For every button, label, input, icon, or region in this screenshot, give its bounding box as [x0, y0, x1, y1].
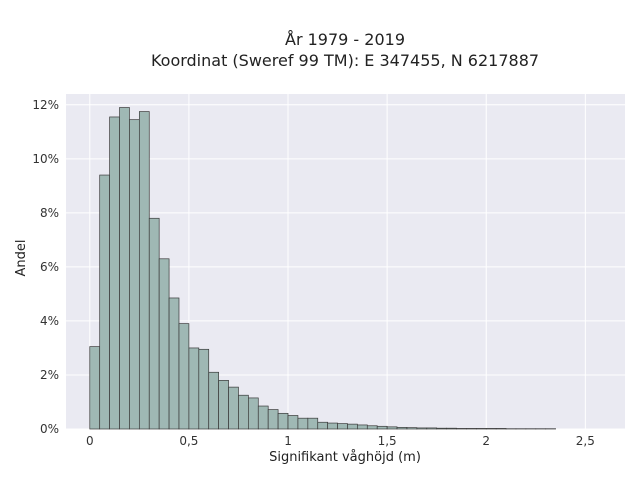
y-tick-label: 4%	[40, 314, 59, 328]
histogram-bar	[238, 394, 249, 430]
histogram-bar	[366, 425, 378, 430]
histogram-bar	[357, 424, 368, 430]
histogram-bar	[188, 347, 200, 430]
histogram-bar	[436, 427, 447, 430]
histogram-bar	[426, 427, 438, 430]
y-tick-label: 10%	[32, 152, 59, 166]
histogram-bar	[158, 258, 170, 430]
x-tick-label: 1,5	[378, 434, 397, 448]
x-tick-label: 0	[86, 434, 94, 448]
histogram-bars	[89, 107, 556, 430]
histogram-bar	[386, 426, 398, 430]
x-tick-label: 2	[482, 434, 490, 448]
y-axis-ticks: 0% 2% 4% 6% 8% 10% 12%	[32, 98, 59, 436]
histogram-bar	[466, 428, 477, 430]
histogram-bar	[297, 417, 309, 430]
chart-subtitle: Koordinat (Sweref 99 TM): E 347455, N 62…	[151, 51, 539, 70]
histogram-bar	[129, 119, 140, 430]
histogram-bar	[347, 423, 358, 430]
histogram-bar	[307, 417, 319, 430]
histogram-bar	[198, 348, 210, 430]
histogram-bar	[475, 428, 487, 430]
histogram-bar	[495, 428, 507, 430]
histogram-bar	[287, 415, 299, 430]
x-tick-label: 2,5	[576, 434, 595, 448]
histogram-bar	[257, 405, 269, 430]
histogram-bar	[218, 380, 229, 430]
histogram-bar	[376, 425, 388, 430]
x-axis-ticks: 0 0,5 1 1,5 2 2,5	[86, 434, 595, 448]
histogram-bar	[485, 428, 497, 430]
x-axis-label: Signifikant våghöjd (m)	[269, 450, 421, 465]
histogram-bar	[277, 412, 289, 430]
histogram-bar	[337, 423, 348, 430]
histogram-bar	[228, 386, 239, 430]
y-tick-label: 8%	[40, 206, 59, 220]
x-tick-label: 0,5	[179, 434, 198, 448]
histogram-bar	[456, 428, 467, 430]
histogram-bar	[99, 174, 110, 430]
histogram-bar	[148, 217, 160, 430]
histogram-bar	[248, 397, 259, 430]
chart-title: År 1979 - 2019	[285, 30, 405, 49]
y-tick-label: 12%	[32, 98, 59, 112]
y-tick-label: 0%	[40, 422, 59, 436]
histogram-bar	[446, 427, 457, 430]
histogram-bar	[89, 346, 101, 430]
histogram-bar	[178, 323, 190, 430]
histogram-bar	[317, 421, 329, 430]
y-tick-label: 2%	[40, 368, 59, 382]
histogram-bar	[396, 427, 408, 430]
histogram-bar	[119, 107, 130, 430]
y-axis-label: Andel	[14, 240, 29, 277]
histogram-bar	[208, 371, 219, 430]
x-tick-label: 1	[284, 434, 292, 448]
histogram-bar	[406, 427, 418, 430]
histogram-bar	[267, 409, 279, 430]
histogram-bar	[416, 427, 428, 430]
y-tick-label: 6%	[40, 260, 59, 274]
histogram-bar	[109, 116, 120, 430]
histogram-bar	[138, 111, 150, 430]
histogram-bar	[327, 422, 338, 430]
histogram-bar	[168, 297, 180, 430]
